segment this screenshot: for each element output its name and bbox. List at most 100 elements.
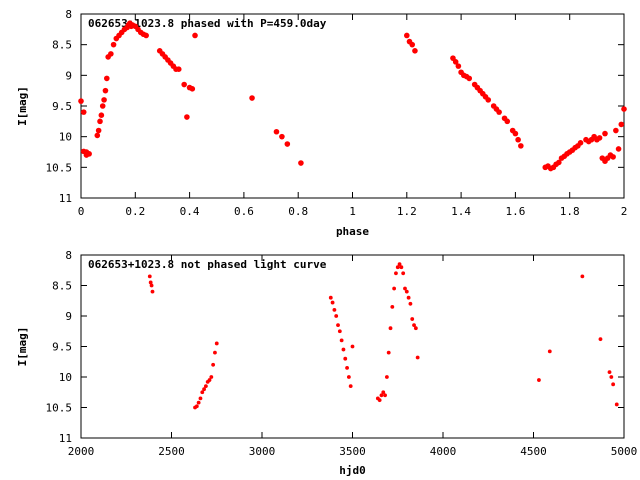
data-point (404, 32, 410, 39)
x-tick-label: 0.2 (125, 205, 145, 218)
data-point (609, 375, 614, 379)
data-point (332, 308, 337, 312)
data-point (496, 109, 502, 115)
x-tick-label: 0.8 (288, 205, 308, 218)
data-point (383, 393, 387, 398)
x-tick-label: 4000 (430, 445, 457, 458)
data-point (95, 127, 102, 134)
data-point (148, 280, 153, 285)
data-point (409, 41, 416, 48)
data-point (388, 326, 393, 331)
data-point (99, 103, 106, 109)
data-point (94, 132, 101, 139)
data-point (213, 350, 217, 355)
data-point (200, 390, 205, 395)
data-point (401, 271, 406, 276)
y-axis-label: I[mag] (16, 86, 29, 126)
x-tick-label: 1.6 (505, 205, 525, 218)
data-point (394, 271, 398, 276)
y-axis-label: I[mag] (16, 327, 29, 367)
y-tick-label: 10.5 (46, 402, 73, 415)
x-axis-label: phase (336, 225, 369, 238)
y-tick-label: 8 (65, 8, 72, 21)
data-point (381, 390, 386, 395)
data-point (194, 404, 199, 409)
data-point (610, 154, 616, 160)
data-point (504, 118, 511, 125)
data-point (348, 384, 353, 389)
data-point (192, 32, 198, 39)
data-point (537, 378, 541, 382)
data-point (336, 323, 340, 328)
data-points (147, 262, 619, 410)
data-point (395, 265, 400, 270)
x-tick-label: 2000 (68, 445, 95, 458)
data-point (97, 118, 103, 125)
data-point (602, 130, 608, 137)
x-tick-label: 0.4 (180, 205, 200, 218)
phased-light-curve-chart: 0 0.2 0.4 0.6 0.8 1 1.2 1.4 1.6 1.8 2 8 8.5 9 9.5 10 10.… (16, 8, 627, 238)
data-point (337, 329, 342, 334)
x-tick-label: 3000 (249, 445, 276, 458)
data-point (611, 382, 616, 387)
x-axis-label: hjd0 (339, 464, 366, 477)
data-point (512, 130, 519, 137)
x-tick-label: 0 (78, 205, 85, 218)
data-point (485, 97, 492, 103)
data-point (110, 41, 117, 48)
data-point (341, 347, 346, 352)
data-point (209, 375, 214, 379)
data-point (412, 323, 416, 328)
y-tick-label: 9 (65, 310, 72, 323)
plot-frame (80, 13, 625, 199)
data-point (143, 32, 149, 39)
data-point (621, 106, 627, 112)
data-point (98, 112, 105, 118)
x-tick-label: 1 (349, 205, 356, 218)
data-point (189, 86, 196, 92)
chart-title: 062653+1023.8 phased with P=459.0day (88, 17, 327, 30)
data-point (175, 66, 182, 72)
data-point (415, 355, 420, 360)
data-point (598, 337, 603, 342)
x-tick-label: 2500 (158, 445, 185, 458)
data-point (518, 143, 524, 149)
data-points (78, 20, 627, 172)
data-point (614, 402, 619, 407)
data-point (207, 378, 212, 382)
data-point (410, 317, 415, 321)
data-point (198, 396, 203, 401)
data-point (279, 133, 285, 140)
data-point (101, 97, 107, 103)
y-tick-label: 8.5 (52, 280, 72, 293)
data-point (515, 136, 521, 143)
data-point (596, 135, 603, 141)
y-tick-label: 8.5 (52, 39, 72, 52)
data-point (577, 140, 584, 146)
data-point (350, 344, 355, 349)
data-point (397, 262, 402, 267)
data-point (102, 87, 109, 94)
data-point (556, 159, 562, 166)
y-tick-label: 11 (59, 192, 72, 205)
data-point (377, 398, 382, 403)
data-point (379, 393, 384, 398)
data-point (412, 48, 418, 54)
data-point (455, 63, 462, 69)
chart-title: 062653+1023.8 not phased light curve (88, 258, 327, 271)
data-point (196, 400, 201, 405)
data-point (413, 326, 418, 331)
y-tick-label: 10 (59, 131, 72, 144)
x-tick-label: 3500 (339, 445, 366, 458)
data-point (466, 75, 473, 82)
y-tick-label: 8 (65, 249, 72, 262)
data-point (618, 121, 625, 128)
x-tick-label: 4500 (520, 445, 547, 458)
data-point (615, 146, 622, 152)
unphased-light-curve-chart: 2000 2500 3000 3500 4000 4500 5000 8 8.5 9 9.5 10 10… (16, 249, 637, 477)
x-tick-label: 2 (621, 205, 628, 218)
x-tick-label: 0.6 (234, 205, 254, 218)
y-tick-label: 10 (59, 371, 72, 384)
data-point (150, 289, 155, 294)
